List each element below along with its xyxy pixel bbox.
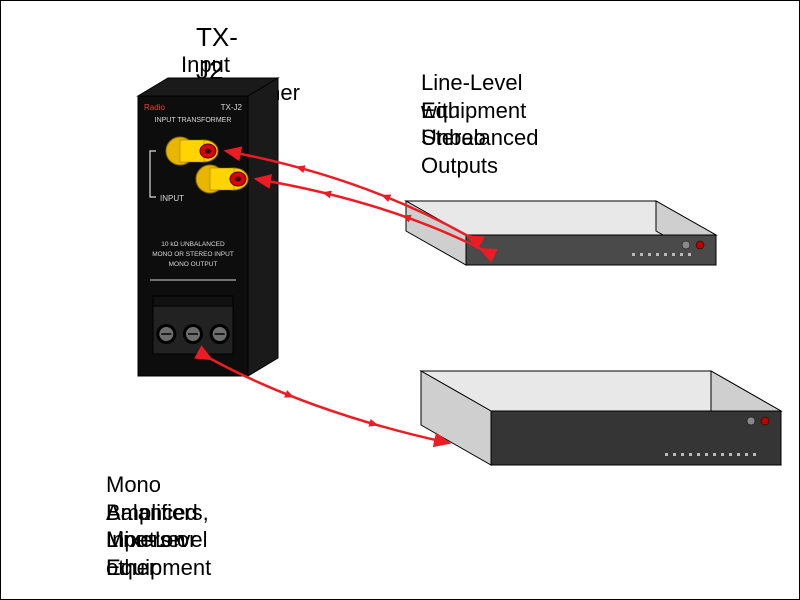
- svg-text:Radio: Radio: [144, 103, 165, 112]
- svg-text:MONO OUTPUT: MONO OUTPUT: [169, 261, 218, 268]
- dest-line3: Line-Level Equipment: [106, 526, 211, 581]
- source-line3: Unbalanced Outputs: [421, 124, 538, 179]
- svg-text:INPUT TRANSFORMER: INPUT TRANSFORMER: [155, 117, 232, 124]
- svg-text:INPUT: INPUT: [160, 194, 184, 203]
- dest-rack-device: [421, 371, 781, 465]
- svg-text:MONO OR STEREO INPUT: MONO OR STEREO INPUT: [152, 251, 234, 258]
- diagram-canvas: TX-J2 Input Transformer Line-Level Equip…: [0, 0, 800, 600]
- svg-text:10 kΩ UNBALANCED: 10 kΩ UNBALANCED: [161, 241, 225, 248]
- txj2-device: RadioTX-J2INPUT TRANSFORMERINPUT10 kΩ UN…: [138, 78, 278, 376]
- source-rack-device: [406, 201, 716, 265]
- signal-cables: [211, 151, 481, 443]
- title-line2: Input Transformer: [181, 51, 300, 106]
